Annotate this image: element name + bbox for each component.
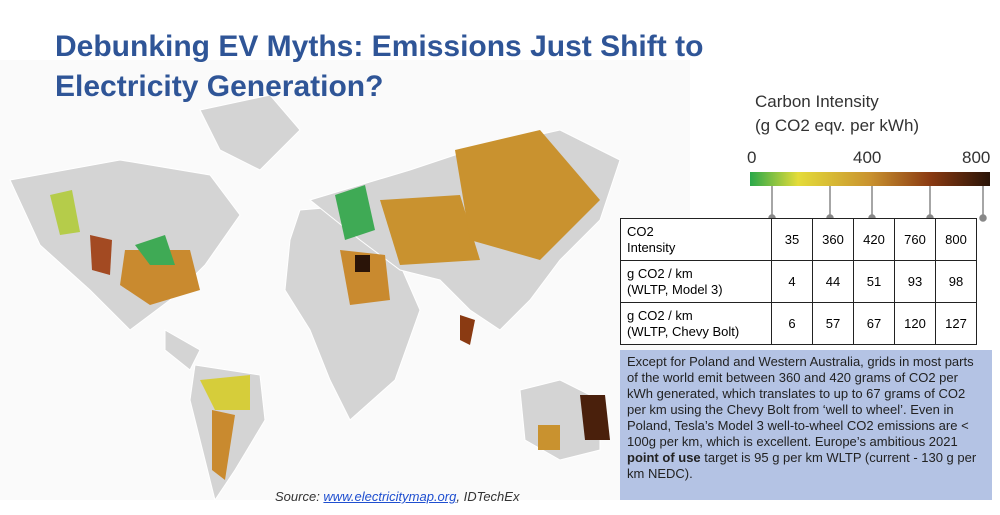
scale-pointers [768,186,987,222]
table-cell: 4 [771,260,813,303]
row-label: CO2 Intensity [620,218,772,261]
table-cell: 760 [894,218,936,261]
table-cell: 420 [853,218,895,261]
legend-tick: 0 [747,148,757,167]
row-label: g CO2 / km (WLTP, Model 3) [620,260,772,303]
table-cell: 6 [771,302,813,345]
legend-title: (g CO2 eqv. per kWh) [755,116,920,135]
source-prefix: Source: [275,489,324,504]
note: Except for Poland and Western Australia,… [620,350,992,500]
row-label-line: Intensity [627,239,676,255]
source: Source: www.electricitymap.org, IDTechEx [275,489,519,504]
table-cell: 67 [853,302,895,345]
table-cell: 800 [935,218,977,261]
table-cell: 98 [935,260,977,303]
table-cell: 57 [812,302,854,345]
table-cell: 35 [771,218,813,261]
table-cell: 127 [935,302,977,345]
row-label-line: g CO2 / km [627,265,693,281]
note-text: target is 95 g per km WLTP (current - 13… [627,450,977,481]
title-line: Electricity Generation? [55,70,384,103]
legend-tick: 400 [853,148,882,167]
source-link[interactable]: www.electricitymap.org [323,489,457,504]
table-cell: 44 [812,260,854,303]
note-text: Except for Poland and Western Australia,… [627,354,974,449]
table-row: CO2 Intensity 35 360 420 760 800 [620,218,977,261]
title-line: Debunking EV Myths: Emissions Just Shift… [55,30,704,63]
source-suffix: , IDTechEx [456,489,520,504]
emissions-table: CO2 Intensity 35 360 420 760 800 g CO2 / km (WLT… [620,218,977,345]
row-label-line: (WLTP, Model 3) [627,281,723,297]
table-cell: 120 [894,302,936,345]
row-label-line: CO2 [627,223,654,239]
row-label-line: g CO2 / km [627,307,693,323]
table-cell: 51 [853,260,895,303]
row-label-line: (WLTP, Chevy Bolt) [627,323,740,339]
note-bold: point of use [627,450,701,465]
legend-title: Carbon Intensity [755,92,879,111]
table-row: g CO2 / km (WLTP, Model 3) 4 44 51 93 98 [620,260,977,303]
table-cell: 360 [812,218,854,261]
table-cell: 93 [894,260,936,303]
row-label: g CO2 / km (WLTP, Chevy Bolt) [620,302,772,345]
color-scale [750,172,990,186]
table-row: g CO2 / km (WLTP, Chevy Bolt) 6 57 67 120 127 [620,302,977,345]
legend-tick: 800 [962,148,991,167]
